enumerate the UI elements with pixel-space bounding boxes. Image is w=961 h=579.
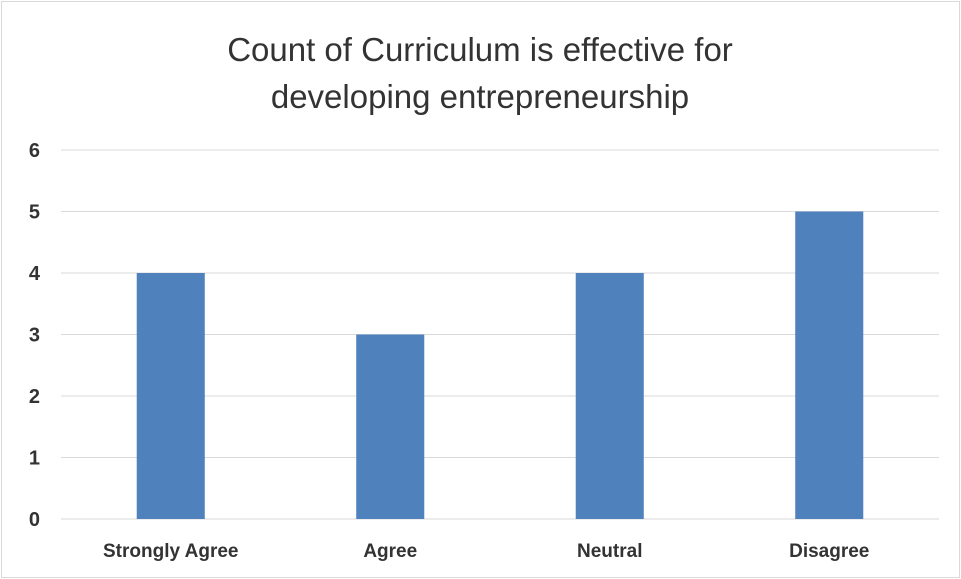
bar-strongly-agree — [136, 273, 205, 519]
gridlines — [61, 149, 939, 520]
x-tick-label: Agree — [363, 541, 417, 562]
bar-agree — [356, 334, 425, 519]
bars — [136, 211, 864, 519]
y-axis-tick-labels: 0 1 2 3 4 5 6 — [29, 140, 41, 531]
x-tick-label: Strongly Agree — [103, 541, 239, 562]
chart-title-line-1: Count of Curriculum is effective for — [227, 31, 733, 68]
y-tick-label: 1 — [29, 448, 40, 470]
y-tick-label: 5 — [29, 202, 40, 224]
x-axis-tick-labels: Strongly Agree Agree Neutral Disagree — [103, 541, 869, 562]
x-tick-label: Neutral — [577, 541, 642, 562]
y-tick-label: 0 — [29, 509, 40, 531]
x-tick-label: Disagree — [789, 541, 869, 562]
y-tick-label: 6 — [29, 140, 40, 162]
y-tick-label: 2 — [29, 386, 40, 408]
chart-title-line-2: developing entrepreneurship — [270, 78, 690, 115]
y-tick-label: 3 — [29, 325, 40, 347]
bar-neutral — [575, 273, 644, 519]
y-tick-label: 4 — [29, 263, 41, 285]
bar-disagree — [795, 211, 864, 519]
